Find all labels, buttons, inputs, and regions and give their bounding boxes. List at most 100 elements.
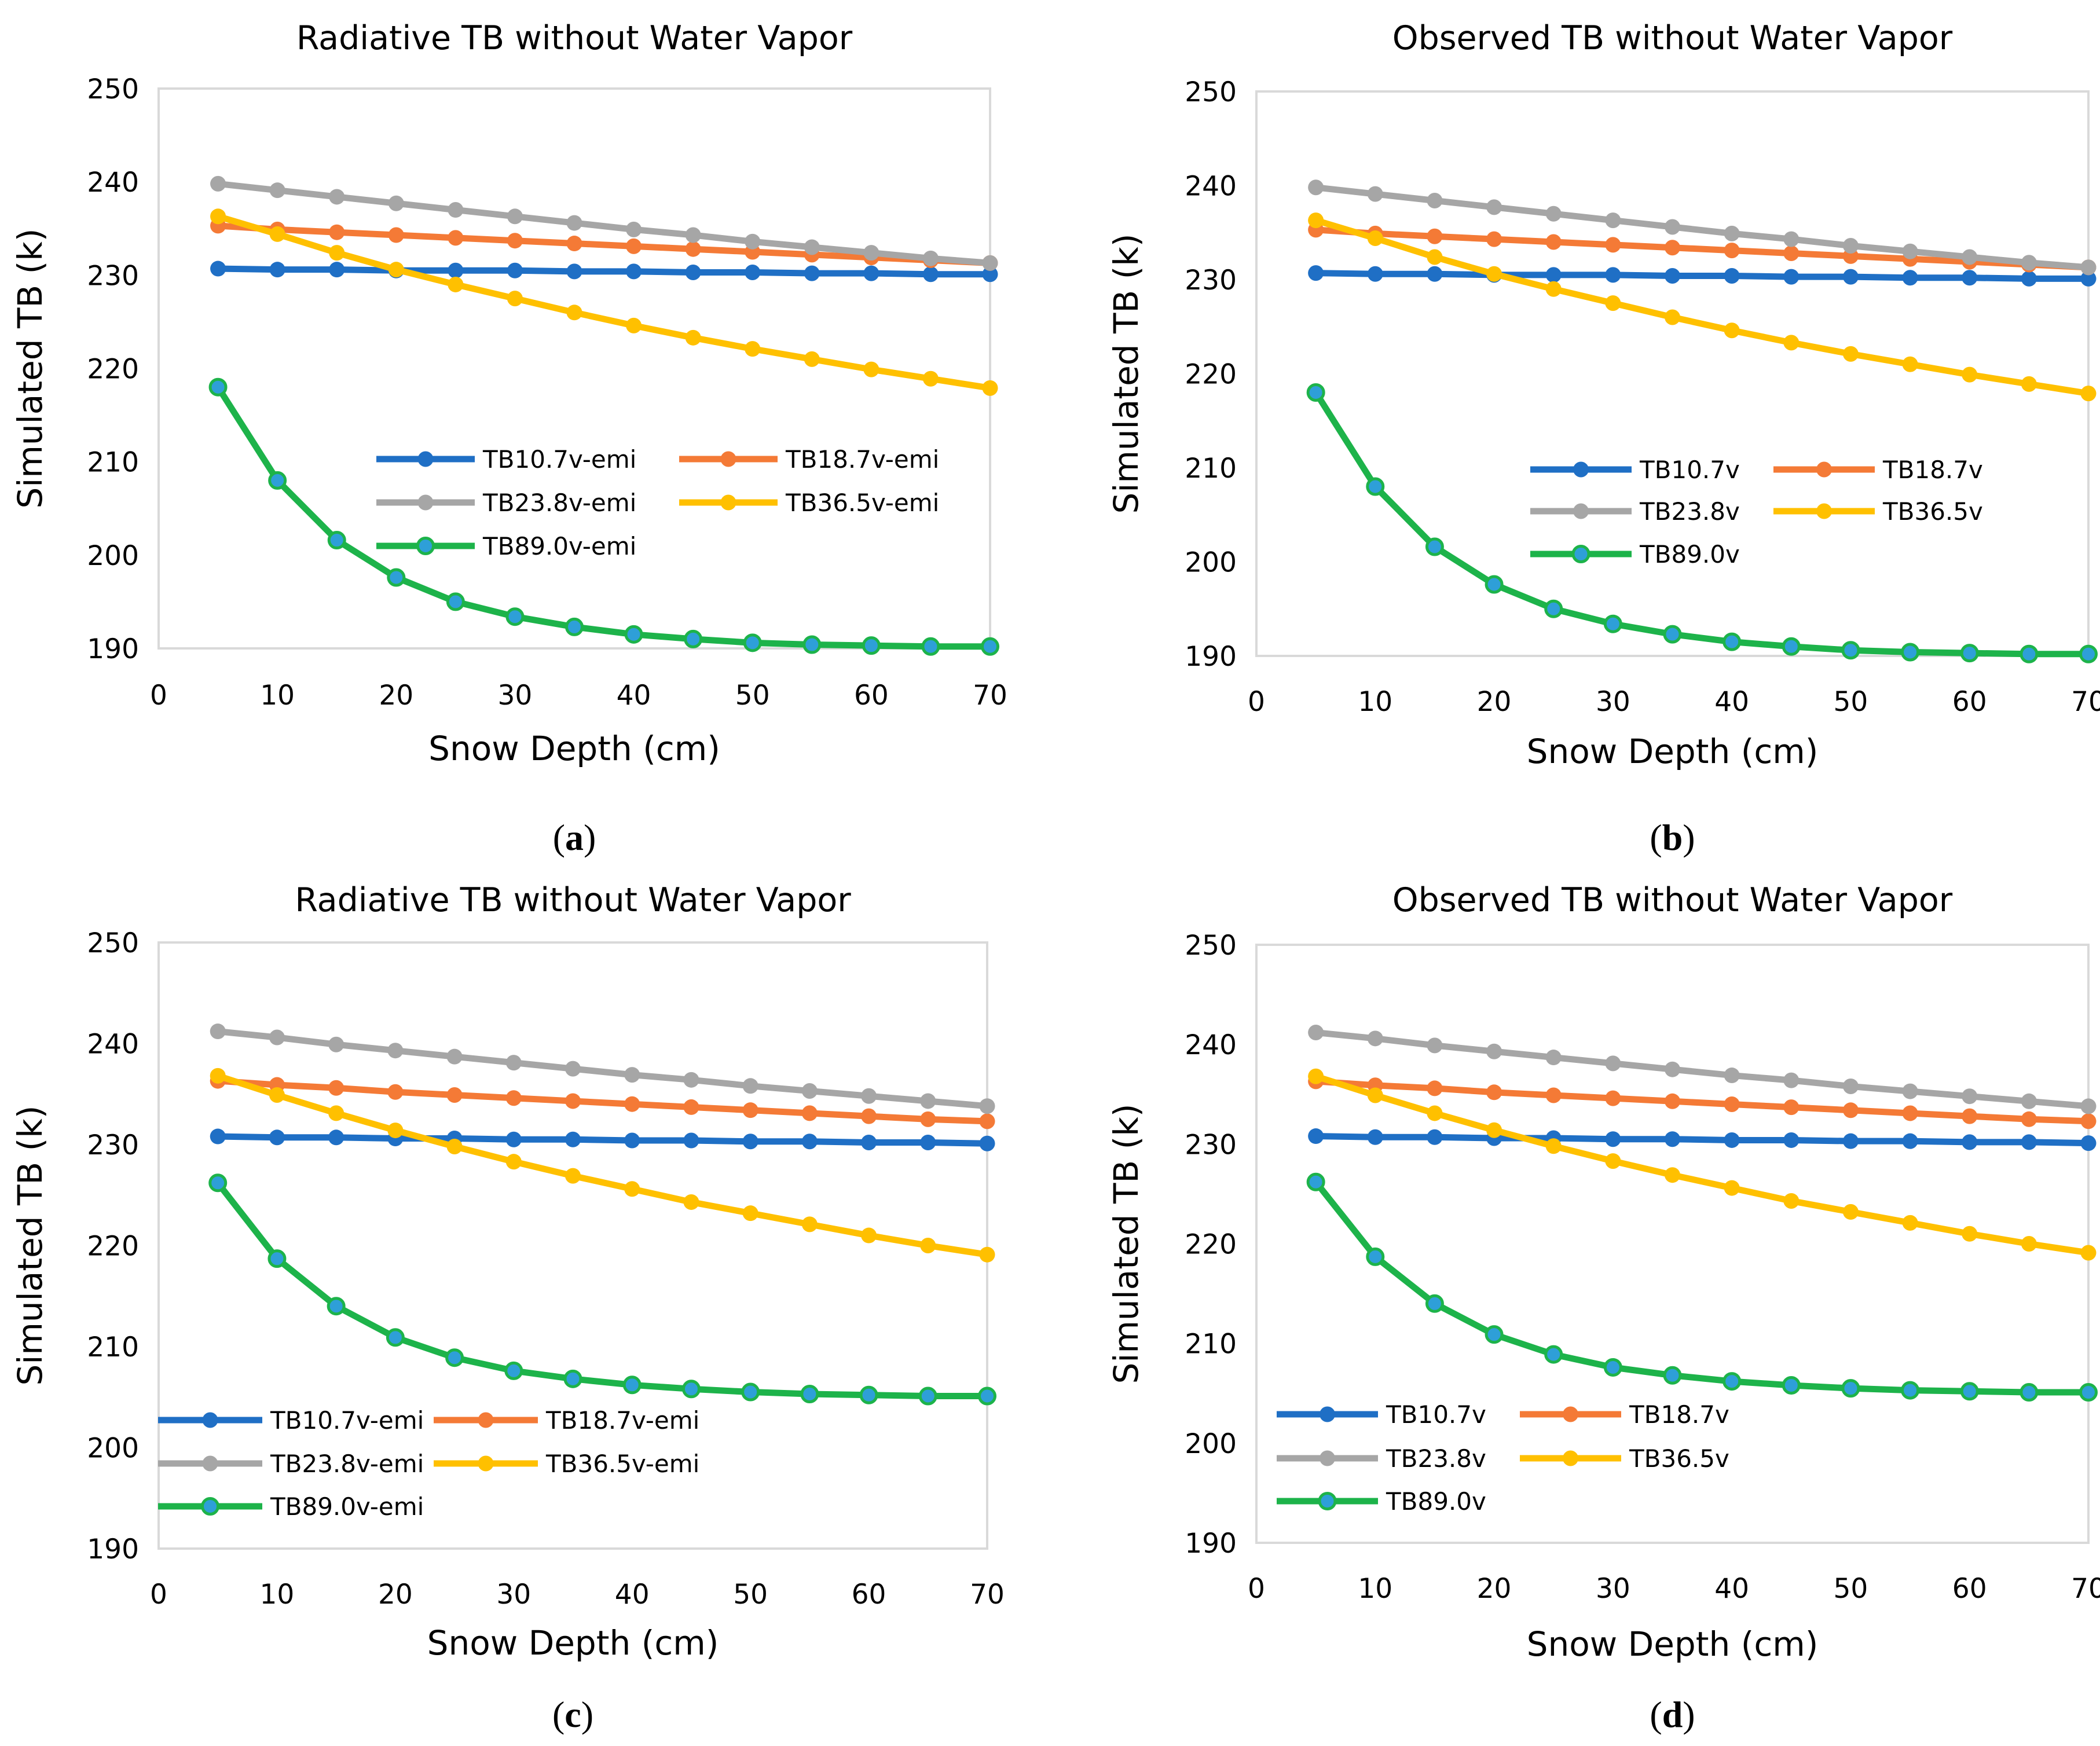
data-point xyxy=(1962,1226,1978,1242)
legend: TB10.7v-emi TB18.7v-emi TB23.8v-emi TB36.5v… xyxy=(158,1406,699,1521)
data-point xyxy=(269,262,285,278)
x-tick-label: 50 xyxy=(1834,1573,1868,1605)
data-point xyxy=(2079,1383,2098,1402)
data-point xyxy=(2080,1245,2097,1261)
series-line-TB36.5v-emi xyxy=(214,1072,991,1258)
legend-item: TB18.7v-emi xyxy=(679,445,939,474)
data-point xyxy=(1605,1153,1621,1169)
data-point xyxy=(1486,199,1502,215)
data-point xyxy=(1603,1358,1622,1377)
data-point xyxy=(327,531,346,550)
data-point xyxy=(626,238,642,254)
data-point xyxy=(1366,1247,1385,1266)
data-point xyxy=(2021,1236,2037,1252)
data-point xyxy=(448,230,464,246)
x-tick-label: 10 xyxy=(1358,686,1392,718)
data-point xyxy=(328,1129,344,1146)
data-point xyxy=(1783,269,1800,285)
x-tick-label: 0 xyxy=(150,1579,167,1611)
data-point xyxy=(2080,1135,2097,1151)
x-tick-label: 70 xyxy=(2071,686,2100,718)
data-point xyxy=(981,637,999,656)
x-tick-label: 50 xyxy=(1834,686,1868,718)
legend-label: TB10.7v xyxy=(1639,456,1740,484)
data-point xyxy=(1724,1132,1740,1148)
legend-item: TB10.7v xyxy=(1277,1400,1486,1429)
y-tick-label: 190 xyxy=(1185,641,1237,673)
data-point xyxy=(1427,1129,1443,1145)
data-point xyxy=(1962,1134,1978,1150)
legend-label: TB18.7v-emi xyxy=(785,445,939,474)
data-point xyxy=(1962,270,1978,286)
data-point xyxy=(624,1096,640,1112)
data-point xyxy=(920,1135,936,1151)
y-tick-label: 240 xyxy=(1185,1029,1237,1061)
data-point xyxy=(1427,193,1443,208)
data-point xyxy=(448,276,464,292)
series-line-TB89.0v-emi xyxy=(215,384,994,650)
data-point xyxy=(1605,212,1621,229)
x-tick-label: 0 xyxy=(150,680,167,711)
series-line-TB10.7v-emi xyxy=(215,265,994,278)
data-point xyxy=(1427,1080,1443,1096)
legend-label: TB89.0v-emi xyxy=(482,532,636,560)
data-point xyxy=(861,1088,877,1104)
data-point xyxy=(2021,270,2037,287)
legend-item: TB18.7v xyxy=(1520,1400,1729,1429)
legend-label: TB23.8v xyxy=(1639,497,1740,526)
data-point xyxy=(565,1061,581,1077)
data-point xyxy=(1486,1084,1502,1101)
chart-title: Observed TB without Water Vapor xyxy=(1392,19,1953,57)
data-point xyxy=(742,1205,758,1222)
data-point xyxy=(741,1382,760,1402)
legend: TB10.7v TB18.7v TB23.8v TB36.5v TB89.0v xyxy=(1277,1400,1729,1516)
data-point xyxy=(982,266,998,283)
chart-title: Radiative TB without Water Vapor xyxy=(295,881,851,919)
data-point xyxy=(1605,237,1621,253)
data-point xyxy=(1605,295,1621,311)
x-tick-label: 60 xyxy=(1952,686,1987,718)
data-point xyxy=(1902,356,1918,372)
data-point xyxy=(742,1134,758,1150)
data-point xyxy=(505,1154,522,1170)
chart-title: Observed TB without Water Vapor xyxy=(1392,881,1953,919)
data-point xyxy=(210,208,226,225)
data-point xyxy=(862,636,881,655)
plot-area-frame xyxy=(1255,90,2090,657)
data-point xyxy=(329,262,345,278)
legend-label: TB36.5v xyxy=(1629,1444,1729,1473)
data-point xyxy=(1783,1099,1800,1116)
data-point xyxy=(446,1087,463,1103)
legend-item: TB18.7v-emi xyxy=(434,1406,699,1435)
data-point xyxy=(1665,1131,1680,1147)
data-point xyxy=(505,607,525,626)
data-point xyxy=(745,264,761,280)
data-point xyxy=(267,1249,287,1268)
legend-label: TB89.0v xyxy=(1639,540,1740,568)
legend-swatch-marker xyxy=(202,1455,218,1472)
legend-swatch-marker xyxy=(478,1455,494,1472)
data-point xyxy=(1841,1379,1860,1398)
x-tick-label: 20 xyxy=(379,680,413,711)
panel-label: (c) xyxy=(552,1694,593,1735)
chart-panel-2: Observed TB without Water Vapor190200210… xyxy=(1106,19,2100,858)
y-tick-label: 190 xyxy=(87,1534,139,1565)
legend-label: TB18.7v xyxy=(1882,456,1983,484)
data-point xyxy=(1544,1345,1563,1364)
data-point xyxy=(2020,644,2039,663)
data-point xyxy=(683,1132,699,1149)
x-tick-label: 70 xyxy=(970,1579,1005,1611)
y-tick-label: 240 xyxy=(87,1029,139,1061)
data-point xyxy=(2021,1093,2037,1109)
data-point xyxy=(388,262,404,278)
series-line-TB10.7v xyxy=(1313,1133,2092,1147)
data-point xyxy=(328,1080,344,1096)
chart-panel-4: Observed TB without Water Vapor190200210… xyxy=(1106,881,2100,1735)
legend-swatch-marker xyxy=(720,451,736,467)
data-point xyxy=(507,208,523,225)
x-tick-label: 30 xyxy=(1596,686,1630,718)
data-point xyxy=(386,1328,405,1347)
data-point xyxy=(2080,259,2097,276)
data-point xyxy=(626,317,642,333)
data-point xyxy=(804,239,820,255)
